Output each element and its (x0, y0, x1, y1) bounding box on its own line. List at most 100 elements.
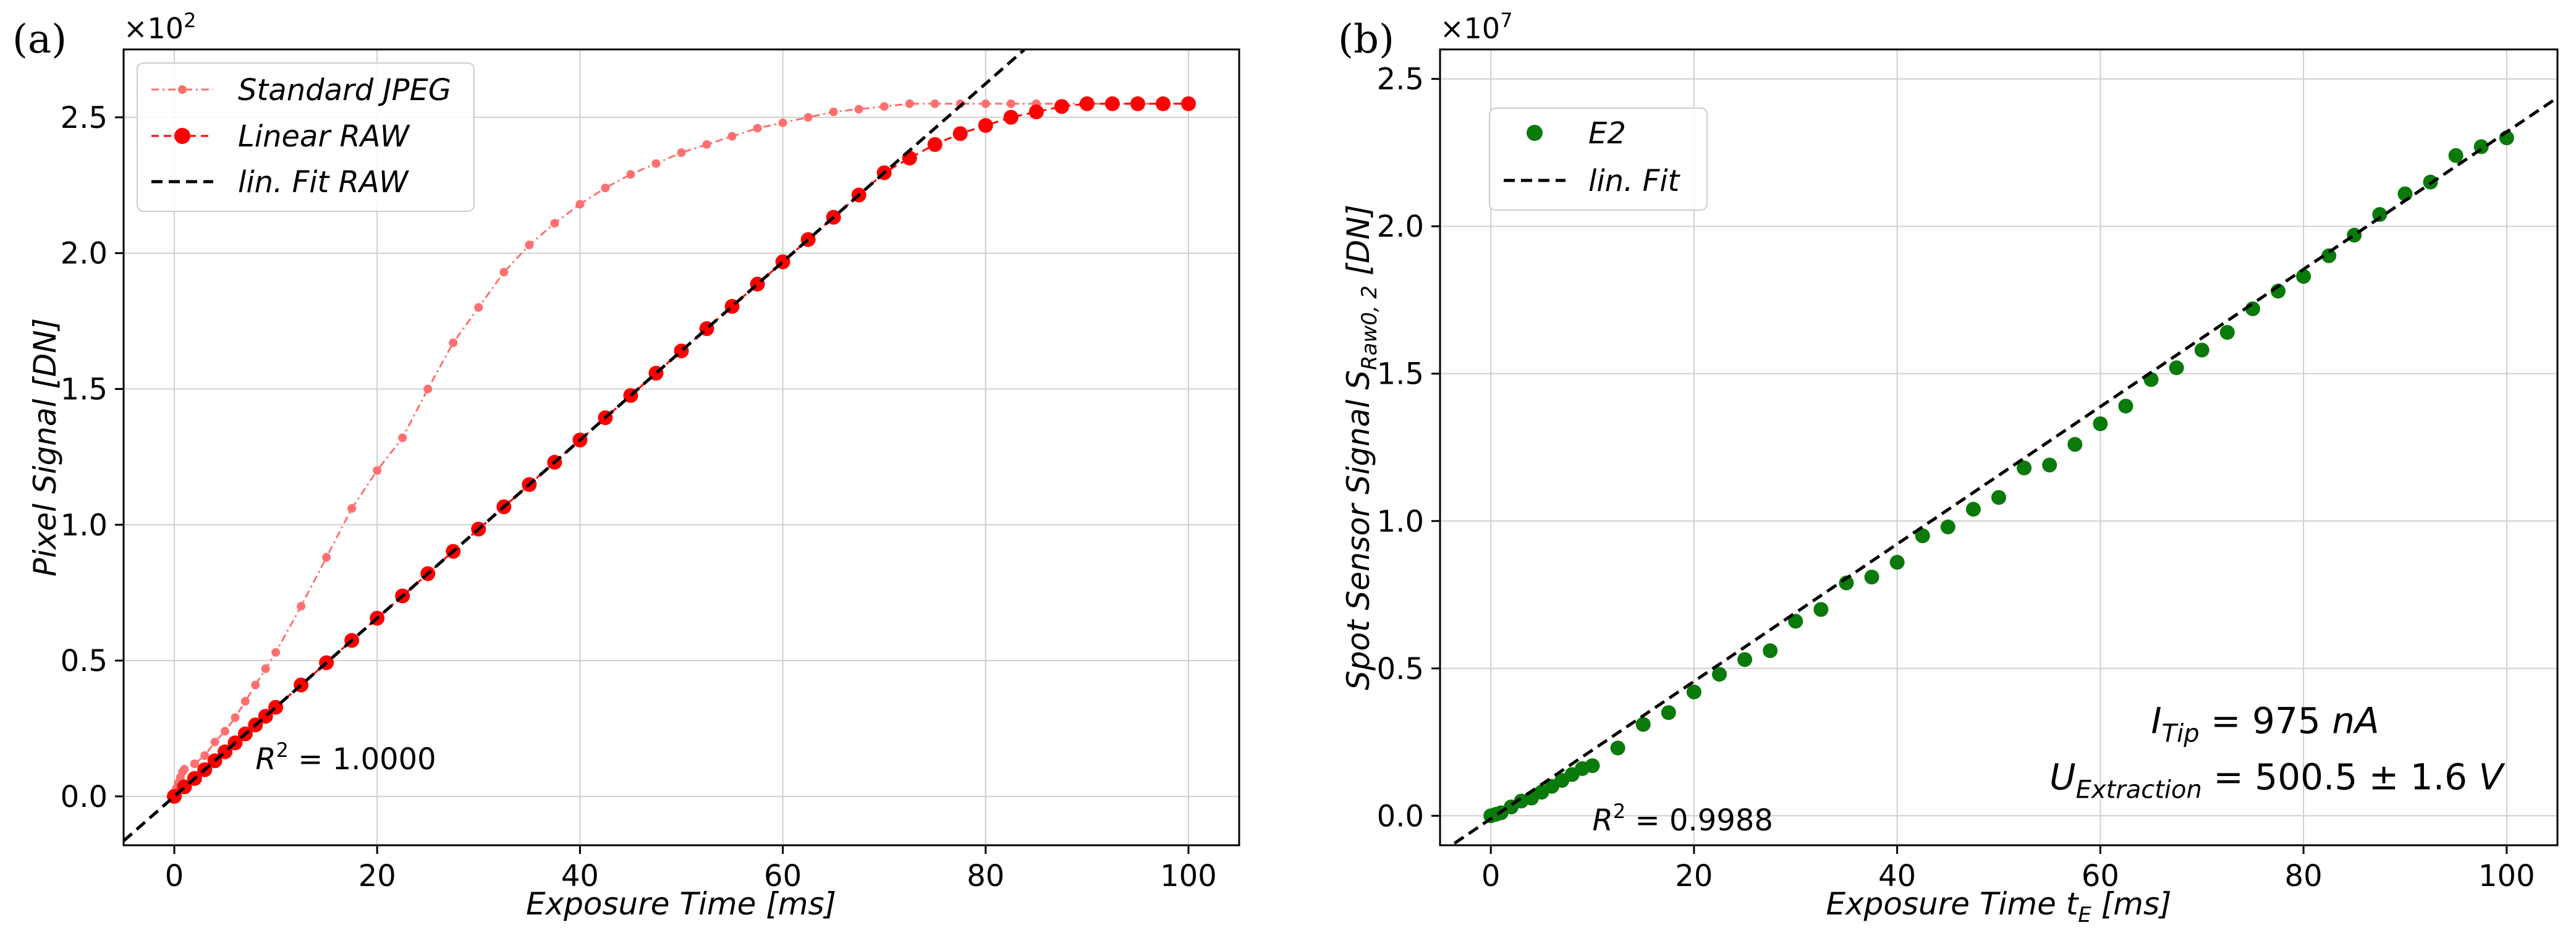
data-point-linear-raw (1130, 96, 1145, 111)
data-point-e2 (2169, 360, 2184, 376)
panel-b-grid (1440, 49, 2557, 845)
data-point-e2 (1610, 740, 1625, 756)
panel-a-x-axis-label: Exposure Time [ms] (526, 886, 836, 922)
data-point-standard-jpeg (702, 140, 711, 149)
legend-label-linear-raw: Linear RAW (238, 119, 410, 154)
data-point-linear-raw (952, 126, 968, 141)
x-tick-label: 40 (561, 859, 599, 893)
legend-marker-linear-raw (174, 128, 190, 144)
y-tick-label: 0.5 (61, 644, 108, 678)
data-point-e2 (1864, 569, 1879, 585)
data-point-standard-jpeg (626, 170, 635, 179)
fit-line-lin-fit (1449, 96, 2557, 845)
data-point-standard-jpeg (803, 112, 813, 122)
y-tick-label: 0.5 (1377, 652, 1424, 686)
x-tick-label: 100 (1160, 859, 1217, 893)
panel-a-y-scale: ×102 (124, 9, 196, 45)
panel-a-legend: Standard JPEG Linear RAW lin. Fit RAW (137, 62, 475, 212)
data-point-standard-jpeg (550, 219, 559, 228)
panel-b-y-axis-label: Spot Sensor Signal SRaw0, 2 [DN] (1341, 205, 1382, 690)
fit-line-lin-fit-raw (124, 49, 1025, 842)
data-point-standard-jpeg (180, 764, 189, 774)
x-tick-label: 80 (2285, 859, 2323, 893)
x-tick-label: 60 (764, 859, 802, 893)
data-point-e2 (1965, 502, 1981, 517)
x-tick-label: 0 (165, 859, 184, 893)
data-point-standard-jpeg (231, 713, 240, 722)
data-point-linear-raw (902, 150, 917, 166)
data-point-e2 (1915, 528, 1930, 544)
panel-b-ticks: 0 20 40 60 80 100 0.0 0.5 1.0 1.5 2.0 2.5 (1377, 62, 2535, 893)
data-point-e2 (2372, 207, 2387, 222)
data-point-standard-jpeg (651, 159, 661, 168)
data-point-e2 (2321, 248, 2337, 263)
panel-b-plot-frame (1439, 48, 2559, 846)
data-point-e2 (1635, 717, 1651, 732)
legend-marker-standard-jpeg (178, 85, 187, 94)
panel-a-r2-annotation: R2 = 1.0000 (255, 738, 436, 777)
data-point-e2 (1686, 684, 1701, 699)
data-point-standard-jpeg (190, 759, 199, 769)
y-tick-label: 0.0 (61, 780, 108, 814)
legend-marker-e2 (1527, 125, 1543, 141)
plot-area (1449, 96, 2557, 845)
data-point-e2 (1889, 555, 1905, 570)
data-point-standard-jpeg (854, 104, 863, 114)
data-point-standard-jpeg (981, 99, 990, 108)
data-point-standard-jpeg (200, 751, 210, 760)
data-point-e2 (1991, 490, 2006, 505)
data-point-standard-jpeg (753, 124, 762, 133)
data-point-e2 (1813, 602, 1829, 617)
panel-b-legend-box (1489, 108, 1708, 211)
data-point-linear-raw (1180, 96, 1196, 111)
y-tick-label: 1.5 (1377, 357, 1424, 392)
data-point-standard-jpeg (778, 118, 787, 127)
legend-label-standard-jpeg: Standard JPEG (238, 73, 451, 108)
data-point-standard-jpeg (449, 338, 458, 347)
data-point-e2 (2017, 460, 2032, 476)
data-point-standard-jpeg (271, 648, 281, 657)
data-point-e2 (2219, 324, 2235, 340)
data-point-standard-jpeg (373, 466, 382, 475)
data-point-standard-jpeg (240, 697, 250, 706)
data-point-standard-jpeg (423, 384, 433, 394)
y-tick-label: 1.5 (61, 372, 108, 407)
plot-area (124, 49, 1196, 842)
panel-b-series (1449, 96, 2557, 845)
panel-b-x-axis-label: Exposure Time tE [ms] (1826, 886, 2171, 927)
data-point-e2 (1763, 643, 1778, 659)
y-tick-label: 2.5 (1377, 62, 1424, 97)
panel-b-tip-current-annotation: ITip = 975 nA (2151, 700, 2379, 748)
data-point-standard-jpeg (829, 108, 838, 117)
data-point-e2 (2296, 269, 2311, 284)
data-point-e2 (2448, 148, 2464, 163)
data-point-standard-jpeg (930, 99, 939, 108)
data-point-e2 (1585, 758, 1600, 774)
data-point-standard-jpeg (879, 102, 889, 111)
data-point-linear-raw (1028, 104, 1044, 120)
data-point-standard-jpeg (905, 99, 914, 108)
legend-label-e2: E2 (1588, 116, 1626, 151)
data-point-e2 (2042, 457, 2057, 473)
data-point-e2 (1788, 614, 1803, 629)
panel-a-legend-box (137, 62, 475, 212)
x-tick-label: 40 (1878, 859, 1916, 893)
y-tick-label: 2.0 (1377, 209, 1424, 244)
data-point-linear-raw (1003, 109, 1019, 125)
panel-b-extraction-voltage-annotation: UExtraction = 500.5 ± 1.6 V (2049, 756, 2506, 804)
x-tick-label: 100 (2478, 859, 2535, 893)
x-tick-label: 20 (1675, 859, 1713, 893)
data-point-linear-raw (1079, 96, 1095, 111)
panel-b-r2-annotation: R2 = 0.9988 (1593, 800, 1773, 838)
data-point-e2 (1737, 652, 1753, 667)
data-point-standard-jpeg (727, 132, 737, 141)
legend-label-fit-raw: lin. Fit RAW (238, 165, 409, 200)
data-point-standard-jpeg (525, 240, 534, 250)
y-tick-label: 2.0 (61, 237, 108, 271)
x-tick-label: 80 (967, 859, 1004, 893)
data-point-linear-raw (1054, 99, 1069, 114)
data-point-e2 (1712, 667, 1727, 682)
data-point-standard-jpeg (251, 680, 260, 690)
